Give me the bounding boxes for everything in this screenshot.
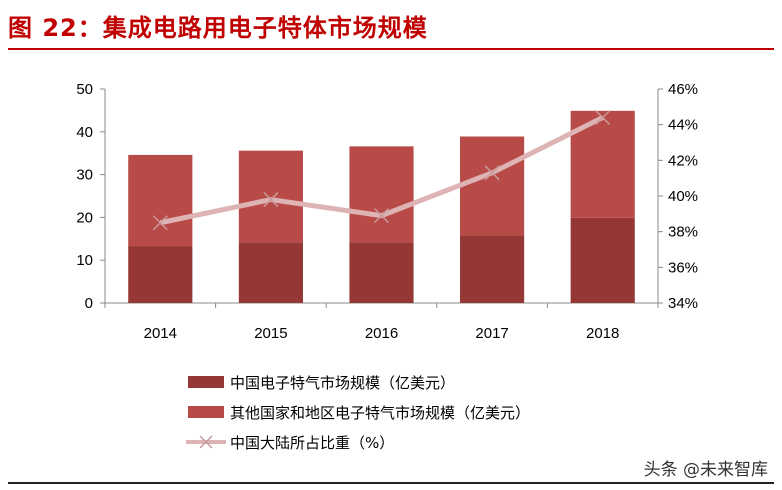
bar-2017 (460, 235, 525, 303)
right-tick-label: 36% (668, 259, 698, 276)
right-tick-label: 44% (668, 117, 698, 134)
bottom-divider (8, 482, 774, 484)
legend-label: 中国大陆所占比重（%） (230, 434, 394, 452)
bar-2014 (128, 154, 193, 247)
bar-2016 (349, 146, 414, 243)
bar-2015 (238, 150, 303, 243)
bar-2017 (460, 136, 525, 236)
left-tick-label: 30 (76, 167, 93, 184)
bar-2016 (349, 242, 414, 303)
left-tick-label: 0 (85, 295, 93, 312)
bar-2015 (238, 242, 303, 303)
right-tick-label: 46% (668, 81, 698, 98)
left-tick-label: 40 (76, 124, 93, 141)
right-tick-label: 40% (668, 188, 698, 205)
x-tick-label: 2016 (365, 325, 398, 342)
bar-2014 (128, 246, 193, 303)
left-tick-label: 20 (76, 209, 93, 226)
line-marker (595, 110, 611, 126)
x-tick-label: 2017 (475, 325, 508, 342)
legend-swatch (188, 406, 224, 418)
line-marker (484, 165, 500, 181)
right-tick-label: 38% (668, 224, 698, 241)
legend-marker (199, 435, 213, 449)
watermark: 头条 @未来智库 (643, 460, 768, 480)
right-tick-label: 34% (668, 295, 698, 312)
legend-label: 中国电子特气市场规模（亿美元） (230, 374, 455, 392)
legend-label: 其他国家和地区电子特气市场规模（亿美元） (230, 404, 530, 422)
x-tick-label: 2015 (254, 325, 287, 342)
right-tick-label: 42% (668, 152, 698, 169)
x-tick-label: 2018 (586, 325, 619, 342)
left-tick-label: 10 (76, 252, 93, 269)
bar-2018 (570, 217, 635, 303)
legend-swatch (188, 376, 224, 388)
left-tick-label: 50 (76, 81, 93, 98)
x-tick-label: 2014 (144, 325, 177, 342)
figure-title: 图 22：集成电路用电子特体市场规模 (8, 14, 428, 42)
title-divider (8, 48, 774, 50)
line-marker (152, 215, 168, 231)
line-marker (263, 192, 279, 208)
line-marker (373, 208, 390, 224)
